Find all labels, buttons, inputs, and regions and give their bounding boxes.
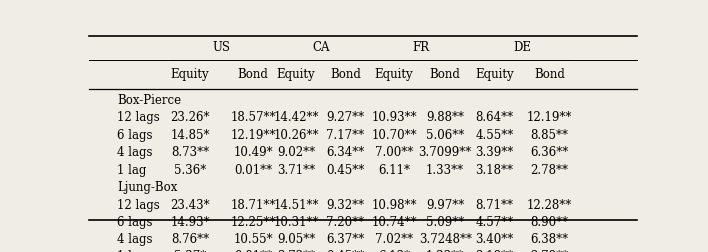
Text: 6.13*: 6.13*: [378, 250, 410, 252]
Text: 0.01**: 0.01**: [234, 164, 272, 177]
Text: 0.45**: 0.45**: [326, 250, 365, 252]
Text: 6.36**: 6.36**: [530, 146, 569, 159]
Text: FR: FR: [412, 41, 429, 54]
Text: 1.33**: 1.33**: [426, 164, 464, 177]
Text: 3.40**: 3.40**: [475, 233, 514, 246]
Text: Box-Pierce: Box-Pierce: [117, 93, 181, 107]
Text: 9.05**: 9.05**: [277, 233, 315, 246]
Text: 23.26*: 23.26*: [170, 111, 210, 124]
Text: 7.20**: 7.20**: [326, 216, 365, 229]
Text: 3.72**: 3.72**: [277, 250, 315, 252]
Text: 9.97**: 9.97**: [426, 199, 464, 212]
Text: 10.74**: 10.74**: [371, 216, 417, 229]
Text: 8.85**: 8.85**: [530, 129, 569, 142]
Text: US: US: [213, 41, 231, 54]
Text: 4.57**: 4.57**: [475, 216, 514, 229]
Text: Equity: Equity: [375, 68, 413, 81]
Text: 14.51**: 14.51**: [273, 199, 319, 212]
Text: 9.27**: 9.27**: [326, 111, 365, 124]
Text: 6.34**: 6.34**: [326, 146, 365, 159]
Text: 7.02**: 7.02**: [375, 233, 413, 246]
Text: 9.88**: 9.88**: [426, 111, 464, 124]
Text: 8.90**: 8.90**: [530, 216, 569, 229]
Text: 2.79**: 2.79**: [530, 250, 569, 252]
Text: 2.78**: 2.78**: [530, 164, 569, 177]
Text: 6 lags: 6 lags: [117, 216, 152, 229]
Text: 12 lags: 12 lags: [117, 199, 160, 212]
Text: 3.71**: 3.71**: [277, 164, 315, 177]
Text: 5.06**: 5.06**: [426, 129, 464, 142]
Text: Equity: Equity: [171, 68, 210, 81]
Text: 1 lag: 1 lag: [117, 164, 147, 177]
Text: Equity: Equity: [475, 68, 514, 81]
Text: 0.45**: 0.45**: [326, 164, 365, 177]
Text: 7.00**: 7.00**: [375, 146, 413, 159]
Text: 12.25**: 12.25**: [230, 216, 276, 229]
Text: 14.42**: 14.42**: [273, 111, 319, 124]
Text: 10.93**: 10.93**: [371, 111, 417, 124]
Text: 1.33**: 1.33**: [426, 250, 464, 252]
Text: 8.71**: 8.71**: [476, 199, 513, 212]
Text: 10.31**: 10.31**: [273, 216, 319, 229]
Text: 3.19**: 3.19**: [476, 250, 513, 252]
Text: 23.43*: 23.43*: [170, 199, 210, 212]
Text: CA: CA: [312, 41, 330, 54]
Text: 18.57**: 18.57**: [230, 111, 276, 124]
Text: 8.73**: 8.73**: [171, 146, 209, 159]
Text: 10.98**: 10.98**: [372, 199, 417, 212]
Text: DE: DE: [513, 41, 532, 54]
Text: 14.85*: 14.85*: [170, 129, 210, 142]
Text: 12.19**: 12.19**: [230, 129, 276, 142]
Text: 6.37**: 6.37**: [326, 233, 365, 246]
Text: 12.19**: 12.19**: [527, 111, 572, 124]
Text: Equity: Equity: [277, 68, 315, 81]
Text: 4.55**: 4.55**: [475, 129, 514, 142]
Text: 6.38**: 6.38**: [530, 233, 569, 246]
Text: 18.71**: 18.71**: [230, 199, 276, 212]
Text: 6 lags: 6 lags: [117, 129, 152, 142]
Text: 9.02**: 9.02**: [277, 146, 315, 159]
Text: 0.01**: 0.01**: [234, 250, 272, 252]
Text: 5.09**: 5.09**: [426, 216, 464, 229]
Text: 10.70**: 10.70**: [371, 129, 417, 142]
Text: 12 lags: 12 lags: [117, 111, 160, 124]
Text: 4 lags: 4 lags: [117, 146, 152, 159]
Text: Bond: Bond: [238, 68, 268, 81]
Text: 10.49*: 10.49*: [234, 146, 273, 159]
Text: 5.37*: 5.37*: [174, 250, 206, 252]
Text: 8.76**: 8.76**: [171, 233, 209, 246]
Text: 14.93*: 14.93*: [170, 216, 210, 229]
Text: 3.7099**: 3.7099**: [418, 146, 472, 159]
Text: 1 lag: 1 lag: [117, 250, 147, 252]
Text: 9.32**: 9.32**: [326, 199, 365, 212]
Text: Bond: Bond: [430, 68, 461, 81]
Text: 5.36*: 5.36*: [174, 164, 206, 177]
Text: Ljung-Box: Ljung-Box: [117, 181, 178, 194]
Text: 6.11*: 6.11*: [378, 164, 410, 177]
Text: 3.7248**: 3.7248**: [418, 233, 472, 246]
Text: 10.55*: 10.55*: [234, 233, 273, 246]
Text: 8.64**: 8.64**: [476, 111, 513, 124]
Text: 12.28**: 12.28**: [527, 199, 572, 212]
Text: 3.39**: 3.39**: [475, 146, 514, 159]
Text: Bond: Bond: [330, 68, 361, 81]
Text: 3.18**: 3.18**: [476, 164, 513, 177]
Text: 4 lags: 4 lags: [117, 233, 152, 246]
Text: 10.26**: 10.26**: [273, 129, 319, 142]
Text: Bond: Bond: [534, 68, 565, 81]
Text: 7.17**: 7.17**: [326, 129, 365, 142]
